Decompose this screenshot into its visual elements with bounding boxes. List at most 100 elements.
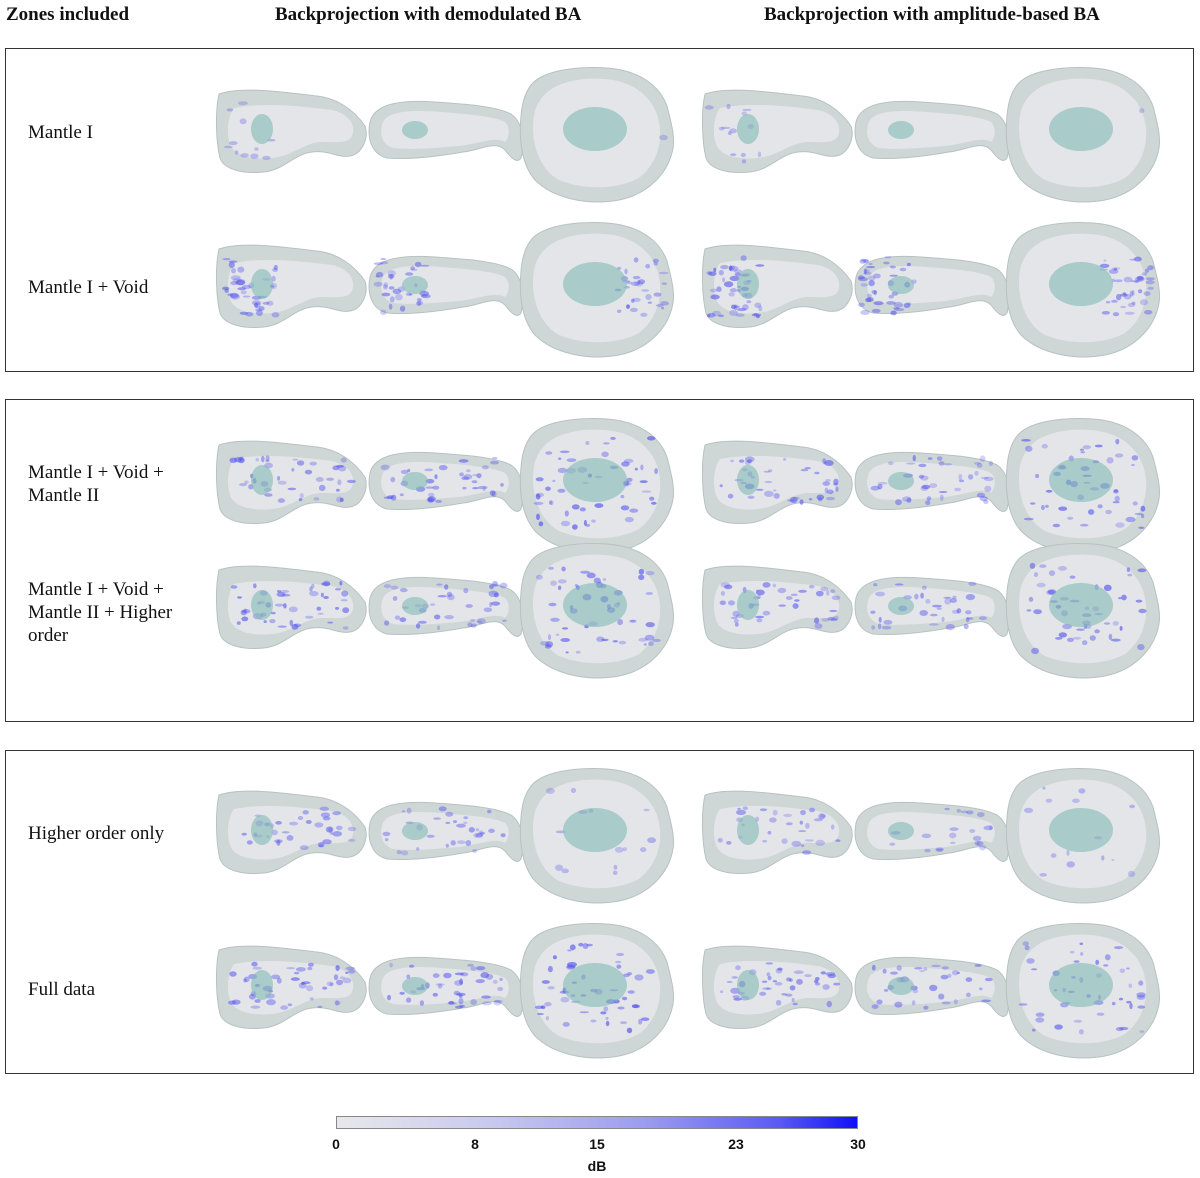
anomaly-speckle (1113, 267, 1117, 271)
anomaly-speckle (865, 266, 876, 269)
anomaly-speckle (277, 590, 281, 593)
anomaly-speckle (647, 837, 656, 844)
anomaly-speckle (783, 813, 792, 818)
anomaly-speckle (309, 997, 314, 1001)
anomaly-speckle (1080, 952, 1084, 956)
anomaly-speckle (624, 268, 628, 275)
anomaly-speckle (1023, 517, 1034, 521)
anomaly-speckle (281, 831, 290, 834)
anomaly-speckle (465, 469, 471, 473)
anomaly-speckle (340, 457, 347, 463)
anomaly-speckle (419, 1000, 424, 1006)
row-label-6: Full data (28, 978, 95, 1001)
anomaly-speckle (941, 966, 949, 970)
anomaly-speckle (455, 992, 466, 996)
row-label-4-line-1: Mantle I + Void + (28, 579, 164, 600)
anomaly-speckle (1079, 448, 1085, 451)
section-r6-c3 (519, 923, 674, 1059)
anomaly-speckle (557, 585, 562, 590)
anomaly-speckle (1096, 1012, 1105, 1016)
anomaly-speckle (735, 305, 740, 308)
anomaly-speckle (242, 295, 251, 298)
inner-mantle (867, 812, 995, 850)
anomaly-speckle (731, 304, 736, 309)
inner-mantle (867, 266, 995, 304)
anomaly-speckle (1072, 798, 1080, 804)
anomaly-speckle (392, 596, 398, 601)
anomaly-speckle (379, 261, 389, 265)
anomaly-speckle (334, 999, 339, 1006)
anomaly-speckle (772, 809, 778, 816)
anomaly-speckle (535, 492, 545, 497)
anomaly-speckle (459, 472, 464, 477)
anomaly-speckle (728, 265, 733, 271)
anomaly-speckle (925, 598, 931, 604)
anomaly-speckle (929, 984, 938, 992)
anomaly-speckle (814, 979, 819, 984)
anomaly-speckle (399, 305, 406, 312)
anomaly-speckle (822, 984, 830, 990)
anomaly-speckle (316, 606, 322, 611)
anomaly-speckle (254, 147, 259, 151)
anomaly-speckle (978, 616, 987, 621)
colorbar-label: dB (587, 1158, 607, 1174)
anomaly-speckle (580, 570, 590, 574)
anomaly-speckle (1124, 311, 1135, 315)
anomaly-speckle (821, 618, 830, 622)
anomaly-speckle (956, 971, 960, 975)
anomaly-speckle (405, 272, 414, 276)
anomaly-speckle (903, 302, 911, 308)
anomaly-speckle (800, 468, 809, 472)
anomaly-speckle (416, 300, 422, 306)
anomaly-speckle (733, 997, 742, 1001)
anomaly-speckle (470, 618, 476, 623)
anomaly-speckle (719, 484, 723, 488)
anomaly-speckle (764, 480, 773, 484)
anomaly-speckle (546, 787, 555, 794)
anomaly-speckle (229, 141, 238, 146)
anomaly-speckle (730, 459, 734, 463)
anomaly-speckle (534, 1005, 544, 1009)
anomaly-speckle (571, 504, 580, 510)
tomography-figure-grid (215, 67, 1160, 1059)
anomaly-speckle (893, 301, 903, 308)
anomaly-speckle (1076, 628, 1085, 631)
anomaly-speckle (726, 841, 732, 845)
anomaly-speckle (541, 980, 550, 984)
row-label-3: Mantle I + Void + Mantle II (28, 461, 164, 507)
anomaly-speckle (943, 463, 953, 466)
anomaly-speckle (633, 257, 639, 263)
anomaly-speckle (958, 479, 965, 483)
anomaly-speckle (246, 840, 253, 845)
anomaly-speckle (603, 1006, 609, 1012)
anomaly-speckle (621, 461, 630, 467)
anomaly-speckle (868, 262, 873, 266)
anomaly-speckle (293, 971, 300, 975)
anomaly-speckle (430, 603, 436, 606)
anomaly-speckle (773, 489, 777, 492)
anomaly-speckle (643, 808, 650, 812)
anomaly-speckle (871, 290, 877, 294)
anomaly-speckle (920, 592, 924, 599)
anomaly-speckle (649, 496, 655, 501)
anomaly-speckle (1126, 967, 1130, 970)
anomaly-speckle (800, 844, 805, 847)
anomaly-speckle (566, 458, 577, 462)
anomaly-speckle (627, 972, 633, 976)
anomaly-speckle (1050, 853, 1057, 858)
anomaly-speckle (438, 465, 448, 471)
anomaly-speckle (640, 312, 648, 317)
anomaly-speckle (951, 970, 959, 976)
anomaly-speckle (305, 615, 314, 619)
anomaly-speckle (476, 618, 486, 624)
anomaly-speckle (733, 304, 738, 311)
anomaly-speckle (877, 483, 883, 490)
anomaly-speckle (709, 288, 718, 293)
anomaly-speckle (860, 310, 870, 315)
anomaly-speckle (716, 286, 722, 292)
anomaly-speckle (742, 304, 749, 311)
anomaly-speckle (250, 153, 259, 159)
anomaly-speckle (271, 974, 281, 980)
anomaly-speckle (287, 1003, 293, 1007)
anomaly-speckle (302, 810, 309, 815)
